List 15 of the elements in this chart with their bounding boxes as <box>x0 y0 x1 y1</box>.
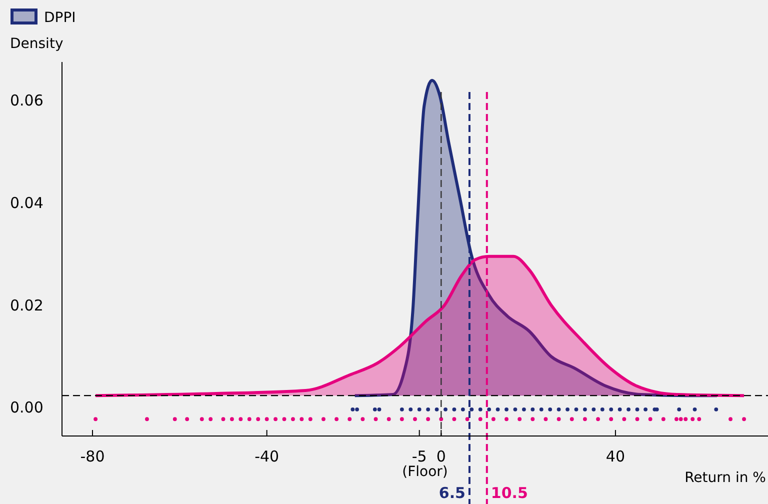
y-axis-title: Density <box>10 36 64 52</box>
y-tick-label: 0.00 <box>10 398 44 417</box>
x-axis-title: Return in % <box>684 470 766 486</box>
x-tick-label: 40 <box>606 448 626 466</box>
legend-label: DPPI <box>44 10 76 26</box>
y-tick-label: 0.04 <box>10 194 44 212</box>
x-tick-label: -80 <box>80 448 105 466</box>
ref-line-label: 10.5 <box>490 484 528 502</box>
text: (Floor) <box>402 464 448 480</box>
y-tick-label: 0.02 <box>10 296 44 314</box>
ref-line-label: 6.5 <box>438 484 466 502</box>
y-tick-label: 0.06 <box>10 92 44 110</box>
x-tick-label: -5 <box>412 448 427 466</box>
x-tick-label: -40 <box>254 448 280 466</box>
x-tick-label: 0 <box>436 448 446 466</box>
